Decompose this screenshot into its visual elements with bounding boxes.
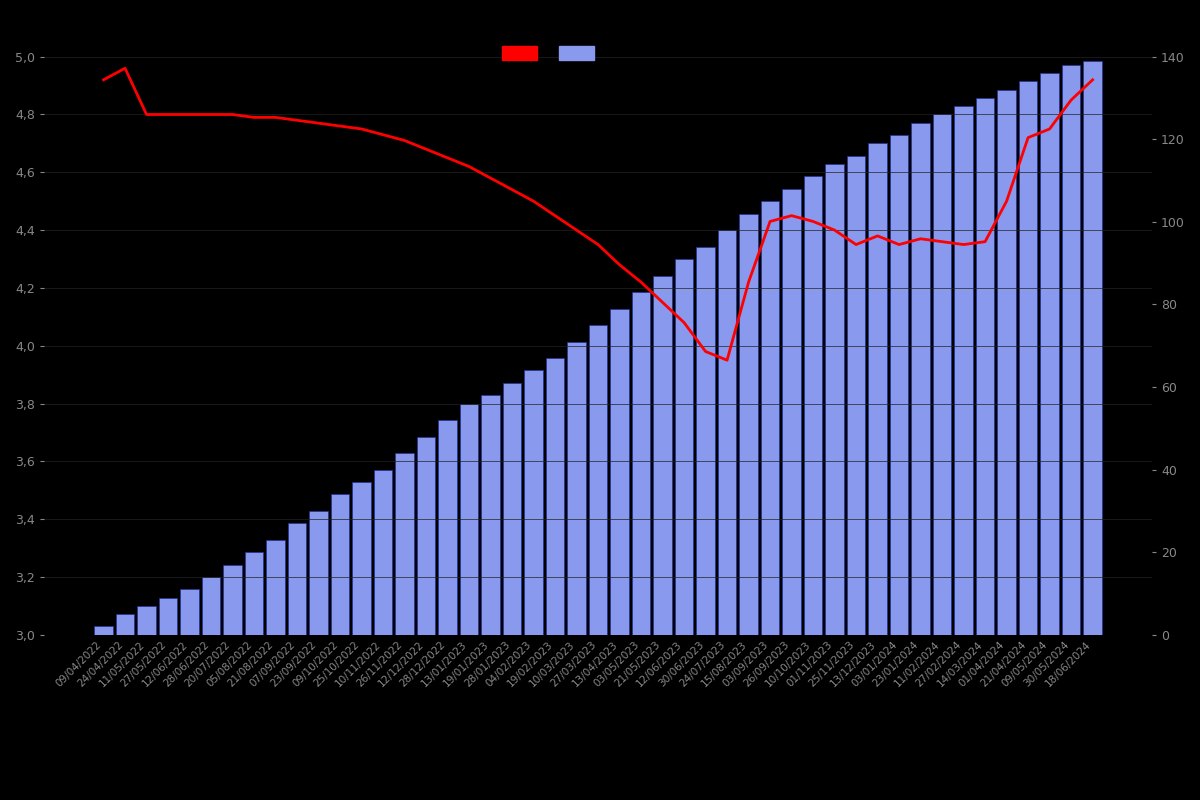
Bar — [611, 309, 629, 634]
Bar — [310, 511, 328, 634]
Bar — [1062, 65, 1080, 634]
Bar — [847, 156, 865, 634]
Bar — [782, 189, 800, 634]
Bar — [654, 275, 672, 634]
Bar — [116, 614, 134, 634]
Bar — [976, 98, 995, 634]
Bar — [95, 626, 113, 634]
Bar — [632, 292, 650, 634]
Bar — [761, 202, 779, 634]
Bar — [266, 540, 284, 634]
Bar — [137, 606, 156, 634]
Bar — [997, 90, 1015, 634]
Bar — [739, 214, 757, 634]
Bar — [804, 177, 822, 634]
Bar — [503, 383, 521, 634]
Bar — [932, 114, 952, 634]
Bar — [1019, 82, 1037, 634]
Bar — [416, 437, 436, 634]
Bar — [353, 482, 371, 634]
Bar — [826, 164, 844, 634]
Bar — [245, 552, 263, 634]
Bar — [954, 106, 973, 634]
Bar — [546, 358, 564, 634]
Bar — [696, 246, 715, 634]
Bar — [223, 565, 241, 634]
Bar — [180, 590, 199, 634]
Bar — [524, 370, 542, 634]
Bar — [481, 395, 499, 634]
Bar — [869, 143, 887, 634]
Bar — [288, 523, 306, 634]
Bar — [912, 122, 930, 634]
Bar — [589, 325, 607, 634]
Bar — [674, 259, 694, 634]
Bar — [1084, 61, 1102, 634]
Bar — [568, 342, 586, 634]
Bar — [438, 420, 457, 634]
Bar — [1040, 74, 1058, 634]
Bar — [890, 135, 908, 634]
Legend: , : , — [497, 41, 611, 66]
Bar — [718, 230, 737, 634]
Bar — [460, 403, 478, 634]
Bar — [396, 453, 414, 634]
Bar — [158, 598, 178, 634]
Bar — [202, 577, 220, 634]
Bar — [331, 494, 349, 634]
Bar — [374, 470, 392, 634]
